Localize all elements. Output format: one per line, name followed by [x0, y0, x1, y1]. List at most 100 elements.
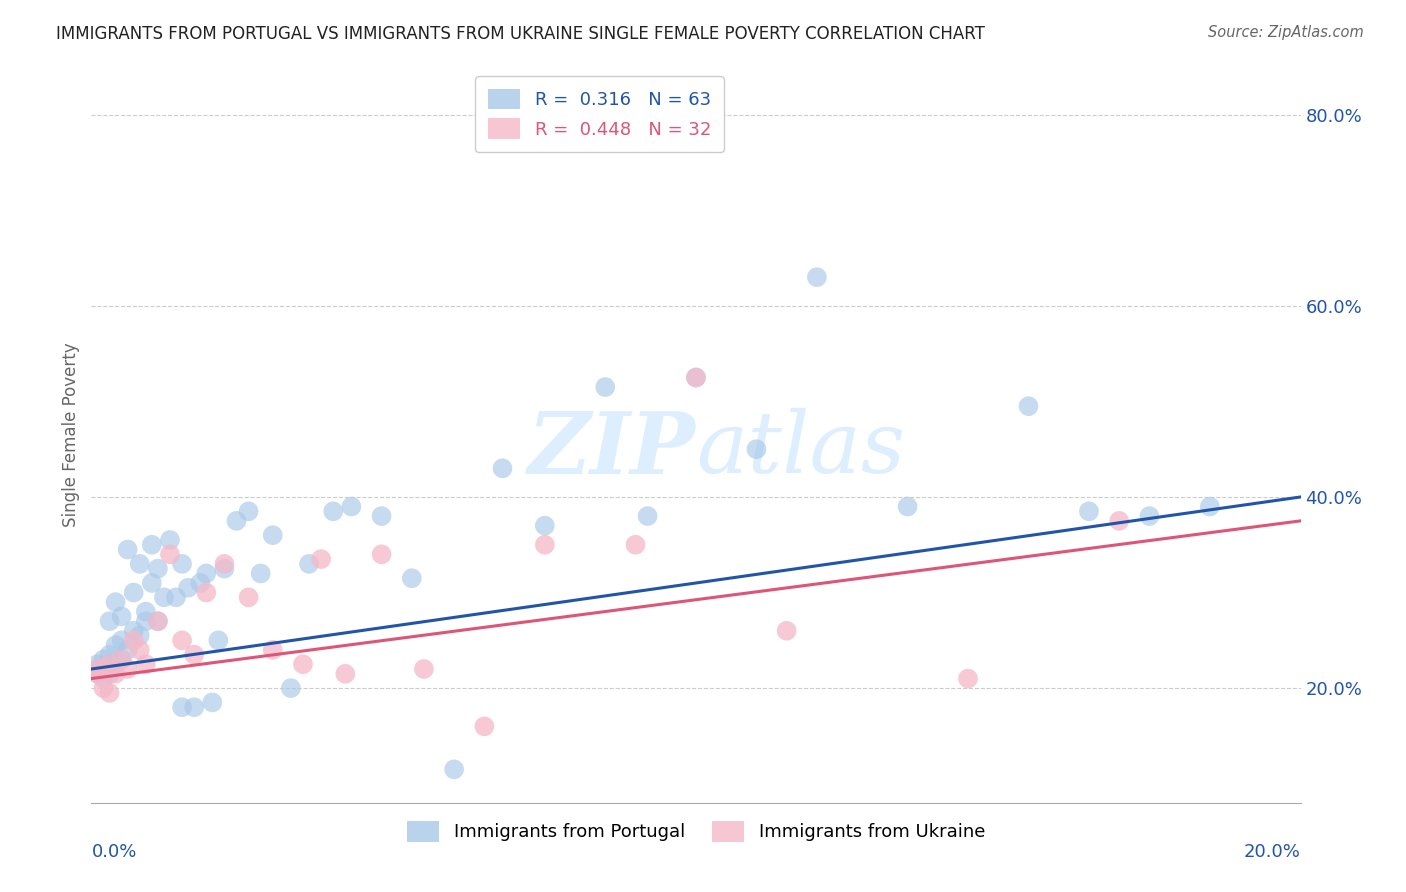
Point: [141, 576, 163, 591]
Text: ZIP: ZIP: [529, 408, 696, 491]
Point: [153, 591, 176, 605]
Point: [249, 566, 271, 581]
Point: [172, 557, 194, 571]
Point: [111, 652, 132, 666]
Point: [201, 696, 224, 710]
Point: [624, 538, 647, 552]
Y-axis label: Single Female Poverty: Single Female Poverty: [62, 343, 80, 527]
Point: [443, 762, 465, 776]
Point: [86, 666, 108, 681]
Point: [146, 562, 169, 576]
Point: [111, 652, 132, 666]
Point: [98, 648, 121, 662]
Text: 0.0%: 0.0%: [91, 843, 136, 862]
Point: [238, 504, 260, 518]
Point: [98, 686, 121, 700]
Point: [98, 657, 121, 672]
Point: [685, 370, 707, 384]
Point: [340, 500, 363, 514]
Point: [86, 662, 108, 676]
Point: [776, 624, 799, 638]
Point: [86, 666, 108, 681]
Point: [172, 633, 194, 648]
Point: [117, 643, 139, 657]
Point: [595, 380, 617, 394]
Point: [897, 500, 920, 514]
Point: [165, 591, 187, 605]
Point: [135, 614, 157, 628]
Point: [146, 614, 169, 628]
Point: [806, 270, 828, 285]
Point: [322, 504, 344, 518]
Point: [159, 533, 181, 547]
Point: [413, 662, 436, 676]
Point: [214, 562, 236, 576]
Point: [93, 672, 115, 686]
Point: [122, 633, 145, 648]
Point: [93, 652, 115, 666]
Point: [172, 700, 194, 714]
Point: [128, 643, 150, 657]
Point: [491, 461, 513, 475]
Point: [111, 609, 132, 624]
Point: [141, 538, 163, 552]
Point: [135, 605, 157, 619]
Text: atlas: atlas: [696, 409, 905, 491]
Text: IMMIGRANTS FROM PORTUGAL VS IMMIGRANTS FROM UKRAINE SINGLE FEMALE POVERTY CORREL: IMMIGRANTS FROM PORTUGAL VS IMMIGRANTS F…: [56, 25, 986, 43]
Point: [401, 571, 423, 585]
Point: [1139, 509, 1161, 524]
Point: [225, 514, 247, 528]
Point: [128, 628, 150, 642]
Point: [135, 657, 157, 672]
Point: [98, 614, 121, 628]
Point: [370, 509, 392, 524]
Point: [159, 547, 181, 561]
Point: [298, 557, 321, 571]
Point: [146, 614, 169, 628]
Point: [1198, 500, 1220, 514]
Point: [104, 638, 127, 652]
Point: [98, 657, 121, 672]
Point: [188, 576, 211, 591]
Point: [117, 662, 139, 676]
Point: [280, 681, 302, 695]
Point: [309, 552, 332, 566]
Point: [956, 672, 979, 686]
Point: [1018, 399, 1040, 413]
Point: [111, 633, 132, 648]
Point: [183, 700, 205, 714]
Point: [685, 370, 707, 384]
Point: [117, 542, 139, 557]
Point: [93, 681, 115, 695]
Point: [262, 643, 284, 657]
Point: [238, 591, 260, 605]
Point: [195, 585, 218, 599]
Point: [214, 557, 236, 571]
Point: [533, 538, 555, 552]
Point: [637, 509, 659, 524]
Legend: Immigrants from Portugal, Immigrants from Ukraine: Immigrants from Portugal, Immigrants fro…: [399, 814, 993, 849]
Point: [370, 547, 392, 561]
Point: [1077, 504, 1099, 518]
Point: [86, 662, 108, 676]
Point: [93, 662, 115, 676]
Point: [86, 657, 108, 672]
Point: [104, 657, 127, 672]
Point: [472, 719, 495, 733]
Point: [207, 633, 229, 648]
Point: [128, 557, 150, 571]
Text: Source: ZipAtlas.com: Source: ZipAtlas.com: [1208, 25, 1364, 40]
Point: [195, 566, 218, 581]
Point: [262, 528, 284, 542]
Point: [745, 442, 768, 457]
Point: [122, 585, 145, 599]
Point: [292, 657, 315, 672]
Point: [98, 666, 121, 681]
Point: [335, 666, 357, 681]
Text: 20.0%: 20.0%: [1244, 843, 1301, 862]
Point: [122, 624, 145, 638]
Point: [104, 666, 127, 681]
Point: [104, 595, 127, 609]
Point: [93, 662, 115, 676]
Point: [183, 648, 205, 662]
